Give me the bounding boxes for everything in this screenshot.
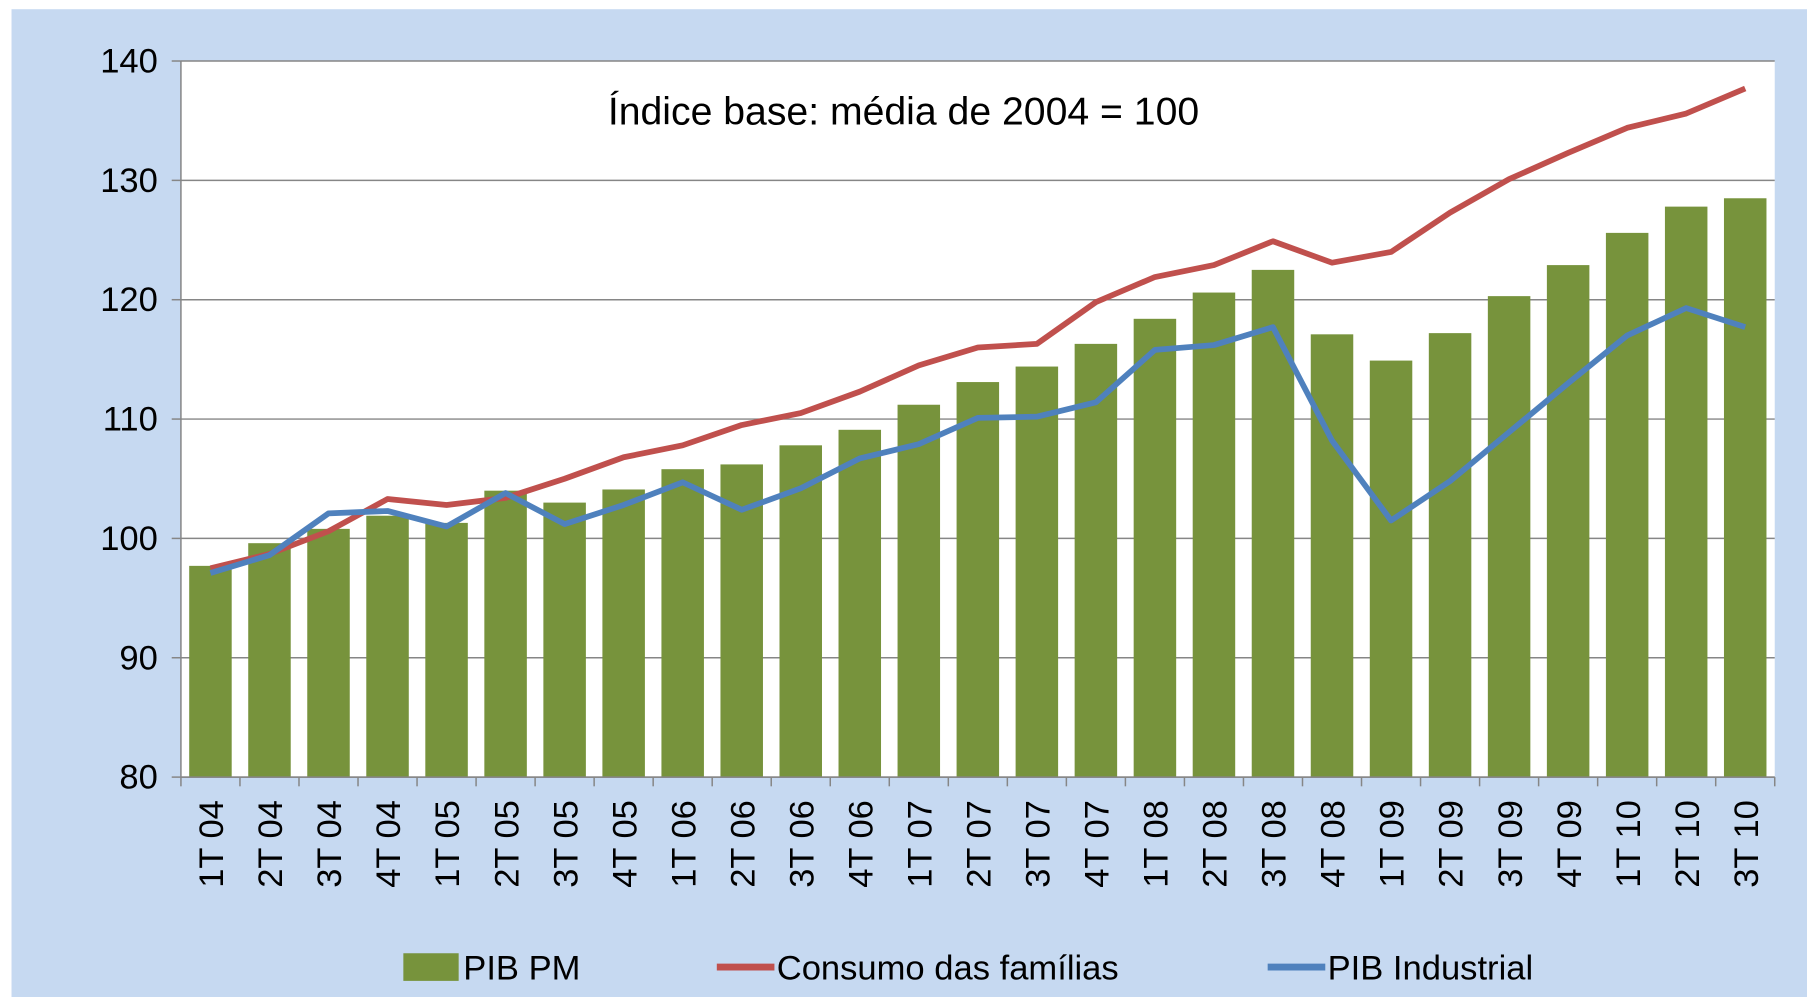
x-tick-label: 3T 07 <box>1020 800 1058 888</box>
x-tick-label: 2T 07 <box>960 800 998 888</box>
x-tick-label: 1T 06 <box>665 800 703 888</box>
x-tick-label: 4T 09 <box>1551 800 1589 888</box>
x-tick-label: 1T 05 <box>429 800 467 888</box>
bar <box>366 515 409 778</box>
bar <box>189 565 232 778</box>
x-tick-label: 4T 05 <box>606 800 644 888</box>
x-tick-label: 1T 08 <box>1138 800 1176 888</box>
bar <box>1074 343 1118 778</box>
bar <box>779 445 822 778</box>
bar <box>1015 366 1059 778</box>
bar <box>1369 360 1413 778</box>
bar <box>1723 198 1767 778</box>
y-tick-label: 140 <box>100 43 158 81</box>
x-tick-label: 1T 04 <box>193 800 231 888</box>
bar <box>897 404 941 778</box>
bar <box>661 469 704 778</box>
x-tick-label: 2T 06 <box>724 800 762 888</box>
bar <box>838 429 882 778</box>
bar <box>1487 296 1531 778</box>
legend-label: Consumo das famílias <box>777 950 1119 988</box>
bar <box>425 522 468 778</box>
bar <box>1192 292 1236 778</box>
bar <box>1133 318 1177 778</box>
bar <box>1664 206 1708 778</box>
line-series <box>209 305 1747 576</box>
x-tick-label: 4T 06 <box>842 800 880 888</box>
x-tick-label: 2T 08 <box>1197 800 1235 888</box>
x-tick-label: 2T 05 <box>488 800 526 888</box>
y-tick-label: 100 <box>100 520 158 558</box>
x-tick-label: 3T 06 <box>783 800 821 888</box>
line-series <box>209 85 1747 572</box>
legend-swatch <box>403 953 459 981</box>
x-tick-label: 4T 04 <box>370 800 408 888</box>
legend-label: PIB Industrial <box>1328 950 1534 988</box>
y-tick-label: 80 <box>119 759 157 797</box>
bar <box>307 528 350 778</box>
bar <box>1428 333 1472 778</box>
y-tick-label: 90 <box>119 639 157 677</box>
x-tick-label: 3T 10 <box>1728 800 1766 888</box>
x-tick-label: 2T 09 <box>1433 800 1471 888</box>
bar <box>484 490 527 778</box>
x-tick-label: 2T 10 <box>1669 800 1707 888</box>
x-tick-label: 1T 07 <box>901 800 939 888</box>
bar <box>248 543 291 778</box>
bar <box>1251 269 1295 778</box>
y-tick-label: 130 <box>100 162 158 200</box>
bar <box>1546 265 1590 778</box>
x-tick-label: 1T 09 <box>1374 800 1412 888</box>
bar <box>720 464 763 778</box>
bar <box>602 489 645 778</box>
y-tick-label: 110 <box>103 401 158 439</box>
x-tick-label: 3T 08 <box>1256 800 1294 888</box>
x-tick-label: 3T 04 <box>311 800 349 888</box>
bar <box>1605 232 1649 778</box>
bar <box>1310 334 1354 778</box>
x-tick-label: 2T 04 <box>252 800 290 888</box>
bar <box>956 382 1000 778</box>
legend-label: PIB PM <box>463 950 580 988</box>
y-tick-label: 120 <box>100 281 158 319</box>
x-tick-label: 4T 08 <box>1315 800 1353 888</box>
x-tick-label: 3T 09 <box>1492 800 1530 888</box>
x-tick-label: 3T 05 <box>547 800 585 888</box>
x-tick-label: 1T 10 <box>1610 800 1648 888</box>
bar <box>543 502 586 778</box>
x-tick-label: 4T 07 <box>1079 800 1117 888</box>
annotation: Índice base: média de 2004 = 100 <box>608 90 1199 133</box>
